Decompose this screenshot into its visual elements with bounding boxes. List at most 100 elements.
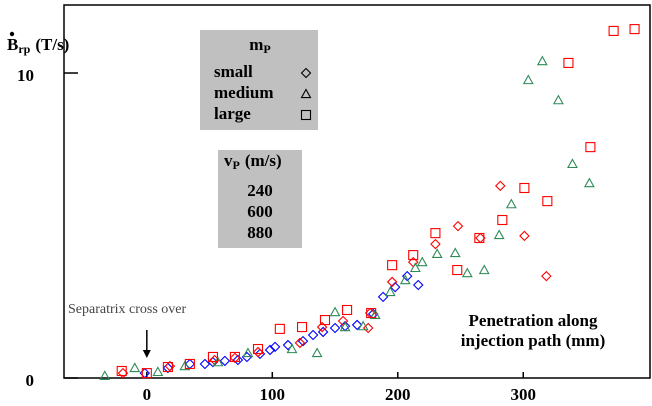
point <box>282 339 294 351</box>
point <box>342 304 353 316</box>
point <box>329 306 341 317</box>
x-tick-label: 300 <box>511 385 537 404</box>
point <box>478 264 490 275</box>
legend-label: 240 <box>247 181 273 200</box>
point <box>162 362 174 374</box>
y-tick-label: 10 <box>17 66 34 85</box>
shape-legend-title: mP <box>249 35 271 56</box>
legend-label: small <box>214 62 253 81</box>
point <box>141 368 152 379</box>
plot-frame <box>63 4 651 379</box>
point <box>389 281 401 293</box>
point <box>552 94 564 105</box>
point <box>362 322 374 334</box>
legend-title-subscript: P <box>233 158 240 172</box>
point <box>297 335 309 347</box>
point <box>449 247 461 258</box>
point <box>219 355 231 367</box>
point <box>493 229 505 240</box>
point <box>585 142 596 153</box>
point <box>366 307 377 319</box>
point <box>152 366 164 377</box>
point <box>286 343 298 354</box>
point <box>139 367 151 379</box>
point <box>317 326 329 338</box>
point <box>319 315 331 326</box>
point <box>232 354 244 366</box>
point <box>430 228 441 239</box>
legend-label: 600 <box>247 202 273 221</box>
legend-marker <box>300 67 312 79</box>
dot-accent <box>9 31 15 37</box>
point <box>563 57 574 68</box>
point <box>242 347 254 358</box>
point <box>387 260 398 271</box>
point <box>294 337 306 349</box>
point <box>179 360 191 371</box>
point <box>351 319 363 331</box>
point <box>386 276 398 288</box>
legend-title-symbol: m <box>249 35 263 54</box>
point <box>369 309 381 320</box>
y-tick-label: 0 <box>26 371 35 390</box>
point <box>495 180 506 192</box>
y-label-subscript: rp <box>18 42 30 56</box>
point <box>329 322 341 334</box>
legend-label: large <box>214 104 251 123</box>
point <box>629 24 640 35</box>
point <box>416 256 428 267</box>
point <box>408 250 419 261</box>
point <box>519 182 530 194</box>
point <box>252 346 264 358</box>
point <box>409 262 421 273</box>
point <box>184 358 195 370</box>
point <box>252 343 264 355</box>
annotation: Separatrix cross over <box>68 302 187 317</box>
point <box>229 352 241 364</box>
point <box>542 196 553 207</box>
point <box>522 74 534 85</box>
y-label-unit: (T/s) <box>35 35 69 54</box>
arrow-head <box>142 350 151 358</box>
point <box>452 264 463 276</box>
point <box>229 351 240 363</box>
point <box>274 323 285 334</box>
point <box>316 321 328 333</box>
shape-legend-box <box>200 30 318 130</box>
point <box>519 230 530 242</box>
x-tick-label: 200 <box>385 385 411 404</box>
legend-title-unit: (m/s) <box>245 151 282 170</box>
legend-label: medium <box>214 83 274 102</box>
point <box>541 270 552 282</box>
point <box>162 361 173 373</box>
point <box>99 370 111 381</box>
color-legend-title: vP (m/s) <box>224 151 282 172</box>
y-axis-label: Brp (T/s) <box>7 35 69 56</box>
point <box>339 321 351 332</box>
point <box>357 320 369 331</box>
legend-label: 880 <box>247 223 273 242</box>
point <box>269 341 281 353</box>
point <box>384 286 396 297</box>
point <box>307 329 319 341</box>
point <box>207 351 218 363</box>
x-axis-label-line: Penetration along <box>469 311 598 330</box>
point <box>399 274 411 285</box>
point <box>583 177 595 188</box>
x-tick-label: 0 <box>143 385 152 404</box>
color-legend-box <box>218 150 302 248</box>
point <box>536 55 548 66</box>
point <box>505 198 517 209</box>
x-tick-label: 100 <box>260 385 286 404</box>
point <box>401 270 413 282</box>
point <box>264 344 276 356</box>
point <box>199 358 211 370</box>
point <box>116 365 127 377</box>
point <box>412 279 424 291</box>
point <box>567 158 578 169</box>
x-axis-label-line: injection path (mm) <box>461 331 605 350</box>
y-label-symbol: B <box>7 35 18 54</box>
point <box>430 238 441 250</box>
point <box>497 214 508 226</box>
